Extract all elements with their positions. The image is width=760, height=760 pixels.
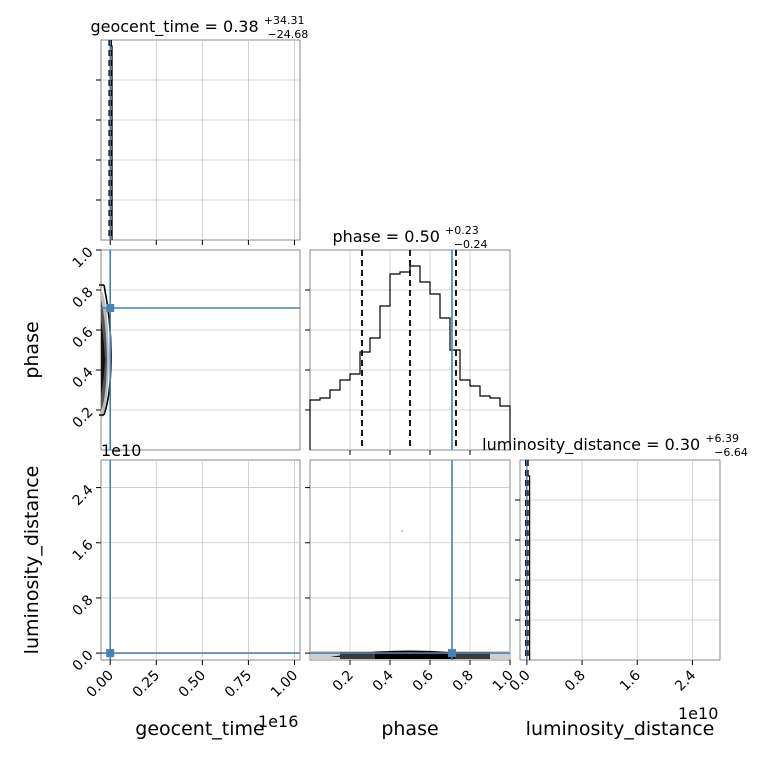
ytick-label: 1.0 xyxy=(70,244,97,271)
panel-hist-luminosity_distance: luminosity_distance = 0.30 +6.39 −6.64 xyxy=(482,427,748,661)
panel-2d-geocent_time-phase xyxy=(99,249,301,451)
ytick-label: 0.6 xyxy=(70,324,97,351)
panel-2d-geocent_time-luminosity_distance xyxy=(100,459,301,661)
bars-p2 xyxy=(309,250,511,450)
ylabel-phase: phase xyxy=(21,321,43,378)
xtick-label: 1.00 xyxy=(268,668,301,701)
truth-marker xyxy=(106,304,115,312)
title-luminosity_distance: luminosity_distance = 0.30 +6.39 −6.64 xyxy=(482,427,748,459)
ytick-label: 0.8 xyxy=(70,284,97,311)
hist-step-phase xyxy=(309,265,511,450)
grid-p4 xyxy=(101,289,300,411)
xtick-label: 0.2 xyxy=(330,668,357,695)
xtick-label: 2.4 xyxy=(672,667,699,694)
xtick-label: 0.75 xyxy=(222,668,255,701)
panel-hist-geocent_time: geocent_time = 0.38 +34.31 −24.68 xyxy=(90,9,309,241)
xtick-label: 0.00 xyxy=(84,668,117,701)
panel-hist-phase: phase = 0.50 +0.23 −0.24 xyxy=(309,219,511,451)
truth-p4 xyxy=(101,250,300,450)
xtick-label: 0.25 xyxy=(130,668,163,701)
grid-p1 xyxy=(101,40,300,240)
ytick-label: 0.0 xyxy=(70,647,97,674)
ytick-label: 1.6 xyxy=(70,537,97,564)
xtick-label: 0.50 xyxy=(176,668,209,701)
truth-p6 xyxy=(310,460,510,660)
truth-marker xyxy=(106,649,115,658)
xlabel-geocent_time: geocent_time xyxy=(135,718,264,740)
title-phase: phase = 0.50 +0.23 −0.24 xyxy=(332,219,487,251)
xtick-label: 0.8 xyxy=(450,668,477,695)
truth-marker xyxy=(448,649,456,658)
xlabel-luminosity_distance: luminosity_distance xyxy=(526,718,715,740)
ytick-label: 0.2 xyxy=(70,404,97,431)
xtick-label: 1.6 xyxy=(617,667,644,694)
bars-p1 xyxy=(108,40,113,240)
offset-luminosity_distance-x: 1e10 xyxy=(678,704,718,723)
xtick-label: 0.6 xyxy=(410,667,437,694)
title-geocent_time: geocent_time = 0.38 +34.31 −24.68 xyxy=(90,9,309,41)
ylabel-luminosity_distance: luminosity_distance xyxy=(21,466,43,655)
ytick-label: 0.4 xyxy=(70,364,97,391)
offset-luminosity_distance-y: 1e10 xyxy=(101,441,141,460)
panel-2d-phase-luminosity_distance xyxy=(309,459,511,661)
xlabel-phase: phase xyxy=(381,718,438,740)
xtick-label: 0.4 xyxy=(370,667,397,694)
xtick-label: 0.8 xyxy=(562,668,589,695)
bars-p3 xyxy=(525,460,531,660)
ytick-label: 0.8 xyxy=(70,592,97,619)
ytick-label: 2.4 xyxy=(70,482,97,509)
offset-geocent_time-x: 1e16 xyxy=(258,712,298,731)
truth-p5 xyxy=(101,460,300,660)
